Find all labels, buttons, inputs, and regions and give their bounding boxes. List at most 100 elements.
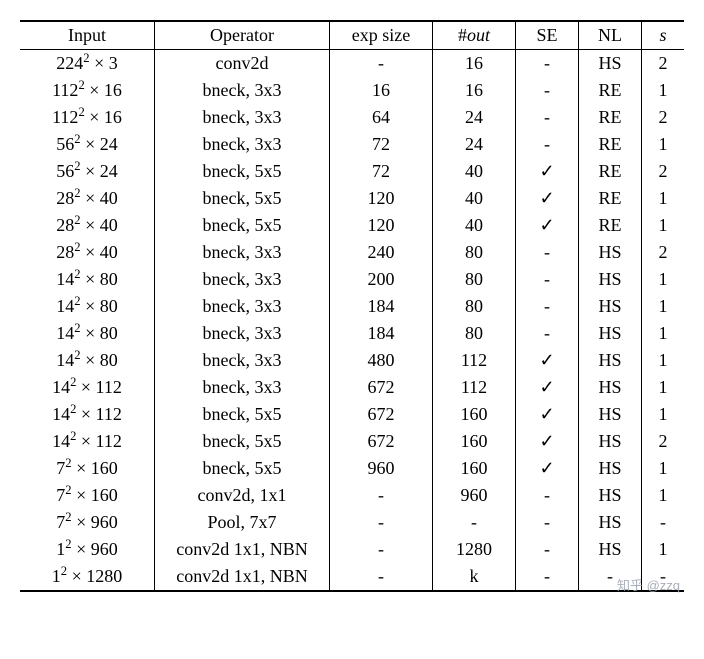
cell-operator: bneck, 3x3 xyxy=(155,320,330,347)
cell-out: 960 xyxy=(433,482,516,509)
cell-nl: RE xyxy=(579,77,642,104)
cell-exp: - xyxy=(330,482,433,509)
table-row: 2242 × 3conv2d-16-HS2 xyxy=(20,50,684,78)
cell-se: - xyxy=(516,536,579,563)
table-row: 282 × 40bneck, 3x324080-HS2 xyxy=(20,239,684,266)
cell-s: 1 xyxy=(642,293,685,320)
cell-nl: RE xyxy=(579,185,642,212)
cell-nl: HS xyxy=(579,50,642,78)
cell-input: 72 × 160 xyxy=(20,455,155,482)
cell-input: 2242 × 3 xyxy=(20,50,155,78)
cell-input: 72 × 960 xyxy=(20,509,155,536)
cell-nl: HS xyxy=(579,509,642,536)
cell-se: - xyxy=(516,50,579,78)
cell-se: ✓ xyxy=(516,401,579,428)
col-header-s: s xyxy=(642,21,685,50)
cell-input: 142 × 112 xyxy=(20,374,155,401)
cell-exp: - xyxy=(330,509,433,536)
cell-input: 72 × 160 xyxy=(20,482,155,509)
cell-nl: RE xyxy=(579,212,642,239)
cell-exp: 200 xyxy=(330,266,433,293)
cell-nl: RE xyxy=(579,131,642,158)
cell-out: 40 xyxy=(433,185,516,212)
cell-operator: conv2d 1x1, NBN xyxy=(155,536,330,563)
cell-out: 160 xyxy=(433,455,516,482)
cell-input: 142 × 80 xyxy=(20,320,155,347)
cell-exp: 72 xyxy=(330,158,433,185)
cell-exp: 72 xyxy=(330,131,433,158)
cell-input: 282 × 40 xyxy=(20,185,155,212)
cell-out: 40 xyxy=(433,158,516,185)
cell-se: - xyxy=(516,266,579,293)
cell-se: - xyxy=(516,509,579,536)
cell-input: 12 × 1280 xyxy=(20,563,155,591)
cell-input: 1122 × 16 xyxy=(20,104,155,131)
cell-nl: HS xyxy=(579,266,642,293)
cell-out: 80 xyxy=(433,293,516,320)
cell-s: 2 xyxy=(642,50,685,78)
cell-operator: bneck, 5x5 xyxy=(155,158,330,185)
cell-input: 562 × 24 xyxy=(20,158,155,185)
cell-s: 1 xyxy=(642,536,685,563)
cell-s: 1 xyxy=(642,401,685,428)
cell-s: - xyxy=(642,509,685,536)
cell-nl: HS xyxy=(579,401,642,428)
cell-operator: conv2d, 1x1 xyxy=(155,482,330,509)
cell-exp: 64 xyxy=(330,104,433,131)
cell-out: 16 xyxy=(433,50,516,78)
cell-operator: bneck, 3x3 xyxy=(155,266,330,293)
cell-operator: bneck, 5x5 xyxy=(155,185,330,212)
cell-operator: bneck, 3x3 xyxy=(155,104,330,131)
cell-nl: RE xyxy=(579,158,642,185)
cell-input: 142 × 80 xyxy=(20,266,155,293)
cell-nl: HS xyxy=(579,239,642,266)
cell-exp: 240 xyxy=(330,239,433,266)
cell-exp: 672 xyxy=(330,374,433,401)
architecture-table: InputOperatorexp size#outSENLs 2242 × 3c… xyxy=(20,20,684,592)
cell-operator: bneck, 3x3 xyxy=(155,131,330,158)
cell-exp: 480 xyxy=(330,347,433,374)
cell-s: 2 xyxy=(642,428,685,455)
cell-nl: HS xyxy=(579,374,642,401)
table-row: 12 × 960conv2d 1x1, NBN-1280-HS1 xyxy=(20,536,684,563)
table-row: 142 × 112bneck, 5x5672160✓HS1 xyxy=(20,401,684,428)
cell-se: ✓ xyxy=(516,158,579,185)
table-row: 142 × 80bneck, 3x3480112✓HS1 xyxy=(20,347,684,374)
cell-operator: bneck, 5x5 xyxy=(155,428,330,455)
cell-se: - xyxy=(516,482,579,509)
cell-nl: HS xyxy=(579,455,642,482)
cell-s: 1 xyxy=(642,185,685,212)
cell-s: 2 xyxy=(642,158,685,185)
cell-out: 80 xyxy=(433,320,516,347)
cell-out: 80 xyxy=(433,266,516,293)
cell-se: - xyxy=(516,104,579,131)
cell-s: - xyxy=(642,563,685,591)
table-row: 282 × 40bneck, 5x512040✓RE1 xyxy=(20,185,684,212)
table-row: 142 × 112bneck, 5x5672160✓HS2 xyxy=(20,428,684,455)
cell-se: ✓ xyxy=(516,374,579,401)
cell-nl: - xyxy=(579,563,642,591)
cell-input: 1122 × 16 xyxy=(20,77,155,104)
cell-exp: 184 xyxy=(330,293,433,320)
cell-out: 24 xyxy=(433,131,516,158)
cell-out: 112 xyxy=(433,374,516,401)
cell-operator: bneck, 5x5 xyxy=(155,455,330,482)
cell-input: 282 × 40 xyxy=(20,212,155,239)
cell-operator: bneck, 3x3 xyxy=(155,239,330,266)
cell-input: 142 × 80 xyxy=(20,293,155,320)
cell-s: 1 xyxy=(642,212,685,239)
cell-s: 2 xyxy=(642,239,685,266)
table-row: 72 × 160bneck, 5x5960160✓HS1 xyxy=(20,455,684,482)
cell-exp: 184 xyxy=(330,320,433,347)
table-row: 562 × 24bneck, 3x37224-RE1 xyxy=(20,131,684,158)
cell-nl: HS xyxy=(579,347,642,374)
cell-operator: bneck, 3x3 xyxy=(155,77,330,104)
table-row: 1122 × 16bneck, 3x31616-RE1 xyxy=(20,77,684,104)
cell-out: 1280 xyxy=(433,536,516,563)
cell-se: - xyxy=(516,293,579,320)
cell-operator: bneck, 5x5 xyxy=(155,401,330,428)
cell-nl: RE xyxy=(579,104,642,131)
cell-se: ✓ xyxy=(516,428,579,455)
cell-s: 1 xyxy=(642,266,685,293)
table-header: InputOperatorexp size#outSENLs xyxy=(20,21,684,50)
